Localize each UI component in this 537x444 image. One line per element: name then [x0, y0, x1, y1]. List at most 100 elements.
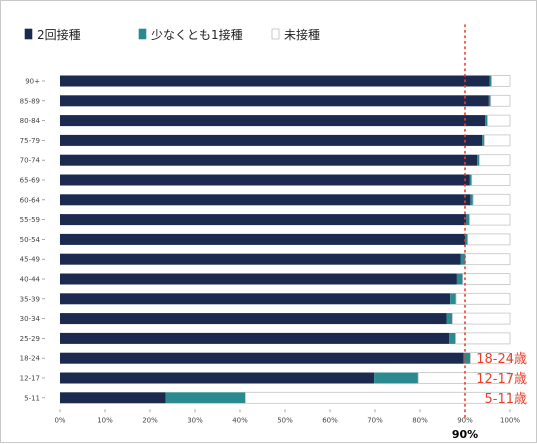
bar-segment — [491, 75, 511, 87]
bar-row — [60, 332, 511, 345]
y-tick-label: 85-89 — [20, 97, 40, 105]
bar-segment — [60, 194, 471, 206]
reference-line-label: 90% — [452, 428, 478, 441]
x-tick-label: 70% — [367, 416, 383, 424]
bar-segment — [466, 214, 470, 226]
x-tick-label: 20% — [142, 416, 158, 424]
y-tick-label: 55-59 — [20, 216, 40, 224]
x-tick-label: 90% — [457, 416, 473, 424]
y-tick-label: 45-49 — [20, 256, 40, 264]
bar-segment — [450, 293, 456, 305]
bar-segment — [60, 372, 375, 384]
bars — [60, 75, 511, 404]
bar-segment — [470, 194, 474, 206]
bar-segment — [60, 332, 450, 344]
age-annotation: 18-24歳 — [476, 352, 527, 367]
y-tick-label: 12-17 — [20, 375, 40, 383]
bar-segment — [469, 352, 511, 365]
bar-segment — [471, 174, 511, 186]
bar-row — [60, 75, 511, 87]
bar-segment — [462, 273, 511, 285]
bar-segment — [489, 75, 492, 87]
y-tick-label: 50-54 — [20, 236, 41, 244]
bar-segment — [417, 372, 511, 384]
reference-line-group: 90% — [452, 24, 478, 441]
bar-segment — [244, 391, 511, 404]
bar-segment — [60, 154, 478, 166]
bar-segment — [469, 174, 472, 186]
bar-segment — [465, 253, 511, 266]
x-tick-label: 60% — [322, 416, 338, 424]
bar-segment — [60, 95, 489, 107]
x-tick-label: 80% — [412, 416, 428, 424]
bar-segment — [460, 253, 466, 265]
y-tick-label: 75-79 — [20, 137, 40, 145]
y-axis-labels: 90+ 85-89 80-84 75-79 70-74 65-69 60-64 55-59 50… — [20, 78, 45, 402]
legend-swatch — [138, 28, 147, 40]
legend-swatch — [271, 28, 280, 40]
bar-row — [60, 292, 511, 305]
legend: 2回接種 少なくとも1接種 未接種 — [24, 27, 320, 42]
bar-segment — [60, 174, 470, 186]
bar-row — [60, 94, 511, 107]
bar-segment — [487, 114, 511, 127]
bar-segment — [60, 233, 465, 245]
bar-segment — [60, 313, 447, 325]
bar-segment — [60, 75, 490, 87]
bar-segment — [478, 154, 511, 167]
x-tick-label: 10% — [97, 416, 113, 424]
bar-row — [60, 134, 511, 147]
bar-segment — [485, 115, 488, 127]
x-tick-label: 40% — [232, 416, 248, 424]
bar-segment — [455, 292, 511, 305]
y-tick-label: 40-44 — [20, 276, 41, 284]
bar-segment — [451, 312, 511, 325]
bar-segment — [490, 94, 511, 107]
bar-segment — [446, 313, 453, 325]
bar-segment — [449, 332, 456, 344]
bar-row — [60, 114, 511, 127]
legend-item: 少なくとも1接種 — [138, 27, 243, 42]
bar-row — [60, 213, 511, 226]
legend-label: 少なくとも1接種 — [151, 27, 243, 42]
bar-segment — [60, 273, 457, 285]
bar-segment — [60, 293, 451, 305]
bar-segment — [488, 95, 491, 107]
bar-segment — [467, 233, 511, 246]
bar-row — [60, 391, 511, 404]
bar-segment — [374, 372, 419, 384]
bar-row — [60, 273, 511, 285]
bar-segment — [165, 392, 246, 404]
legend-label: 2回接種 — [37, 27, 81, 42]
bar-row — [60, 253, 511, 266]
bar-segment — [60, 253, 461, 265]
y-tick-label: 80-84 — [20, 117, 41, 125]
bar-row — [60, 372, 511, 384]
x-tick-label: 0% — [54, 416, 65, 424]
bar-row — [60, 154, 511, 167]
legend-item: 2回接種 — [24, 27, 81, 42]
legend-label: 未接種 — [284, 27, 320, 42]
bar-row — [60, 312, 511, 325]
y-tick-label: 65-69 — [20, 177, 40, 185]
bar-segment — [477, 154, 480, 166]
bar-row — [60, 233, 511, 246]
bar-segment — [60, 134, 483, 146]
x-tick-label: 100% — [500, 416, 520, 424]
bar-segment — [456, 273, 463, 285]
bar-segment — [60, 115, 486, 127]
x-tick-label: 50% — [277, 416, 293, 424]
y-tick-label: 60-64 — [20, 196, 41, 204]
y-tick-label: 70-74 — [20, 157, 41, 165]
x-tick-label: 30% — [187, 416, 203, 424]
bar-segment — [455, 332, 511, 345]
y-tick-label: 30-34 — [20, 315, 41, 323]
y-tick-label: 5-11 — [24, 394, 40, 402]
bar-row — [60, 174, 511, 186]
age-annotation: 12-17歳 — [476, 372, 527, 387]
age-annotation: 5-11歳 — [484, 392, 527, 407]
bar-row — [60, 193, 511, 206]
y-tick-label: 25-29 — [20, 335, 40, 343]
